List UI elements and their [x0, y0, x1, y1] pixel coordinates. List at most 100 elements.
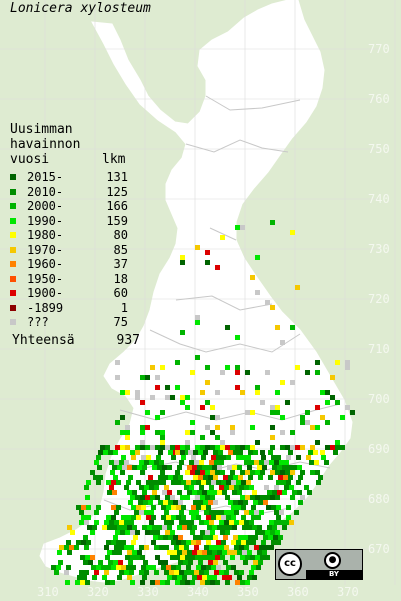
legend-count: 125	[106, 184, 128, 199]
observation-square	[146, 515, 151, 520]
observation-square	[215, 470, 220, 475]
observation-square	[141, 505, 146, 510]
observation-square	[210, 470, 215, 475]
observation-square	[111, 540, 116, 545]
observation-square	[290, 445, 295, 450]
observation-square	[91, 565, 96, 570]
observation-square	[261, 455, 266, 460]
observation-square	[54, 570, 59, 575]
observation-square	[250, 470, 255, 475]
observation-square	[296, 455, 301, 460]
observation-square	[241, 455, 246, 460]
observation-square	[130, 530, 135, 535]
observation-square	[234, 545, 239, 550]
observation-square	[140, 495, 145, 500]
observation-square	[255, 390, 260, 395]
observation-square	[94, 510, 99, 515]
observation-square	[275, 405, 280, 410]
observation-square	[145, 445, 150, 450]
observation-square	[190, 470, 195, 475]
observation-square	[204, 570, 209, 575]
legend-label: 1900-	[27, 286, 64, 301]
observation-square	[178, 475, 183, 480]
observation-square	[270, 470, 275, 475]
observation-square	[238, 475, 243, 480]
observation-square	[173, 475, 178, 480]
observation-square	[185, 495, 190, 500]
observation-square	[104, 520, 109, 525]
observation-square	[165, 385, 170, 390]
observation-square	[245, 495, 250, 500]
observation-square	[190, 555, 195, 560]
observation-square	[185, 555, 190, 560]
observation-square	[278, 475, 283, 480]
observation-square	[177, 465, 182, 470]
observation-square	[182, 525, 187, 530]
observation-square	[219, 485, 224, 490]
observation-square	[181, 505, 186, 510]
observation-square	[177, 550, 182, 555]
x-axis-label: 370	[337, 585, 359, 599]
observation-square	[85, 555, 90, 560]
observation-square	[265, 370, 270, 375]
observation-square	[82, 575, 87, 580]
observation-square	[283, 475, 288, 480]
observation-square	[144, 485, 149, 490]
observation-square	[200, 435, 205, 440]
observation-square	[84, 570, 89, 575]
observation-square	[190, 370, 195, 375]
observation-square	[164, 545, 169, 550]
observation-square	[252, 490, 257, 495]
observation-square	[109, 485, 114, 490]
observation-square	[117, 550, 122, 555]
observation-square	[170, 555, 175, 560]
observation-square	[290, 470, 295, 475]
observation-square	[216, 480, 221, 485]
observation-square	[196, 515, 201, 520]
observation-square	[103, 450, 108, 455]
observation-square	[220, 470, 225, 475]
observation-square	[212, 465, 217, 470]
observation-square	[217, 490, 222, 495]
observation-square	[182, 575, 187, 580]
observation-square	[209, 520, 214, 525]
observation-square	[133, 535, 138, 540]
observation-square	[239, 570, 244, 575]
observation-square	[131, 515, 136, 520]
observation-square	[228, 450, 233, 455]
observation-square	[255, 470, 260, 475]
observation-square	[176, 540, 181, 545]
observation-square	[244, 485, 249, 490]
cc-license-badge[interactable]: cc ● BY	[275, 549, 363, 580]
observation-square	[191, 480, 196, 485]
observation-square	[196, 540, 201, 545]
observation-square	[202, 575, 207, 580]
observation-square	[106, 540, 111, 545]
observation-square	[261, 540, 266, 545]
observation-square	[253, 500, 258, 505]
observation-square	[156, 480, 161, 485]
observation-square	[200, 530, 205, 535]
observation-square	[184, 545, 189, 550]
observation-square	[143, 560, 148, 565]
y-axis-label: 690	[368, 442, 390, 456]
observation-square	[264, 460, 269, 465]
observation-square	[236, 455, 241, 460]
observation-square	[122, 525, 127, 530]
observation-square	[253, 560, 258, 565]
observation-square	[110, 470, 115, 475]
observation-square	[247, 525, 252, 530]
legend-label: 1980-	[27, 228, 64, 243]
observation-square	[169, 570, 174, 575]
observation-square	[179, 545, 184, 550]
observation-square	[184, 485, 189, 490]
observation-square	[112, 490, 117, 495]
observation-square	[308, 450, 313, 455]
observation-square	[255, 555, 260, 560]
observation-square	[98, 560, 103, 565]
observation-square	[136, 515, 141, 520]
observation-square	[345, 365, 350, 370]
observation-square	[177, 575, 182, 580]
observation-square	[131, 540, 136, 545]
observation-square	[86, 515, 91, 520]
